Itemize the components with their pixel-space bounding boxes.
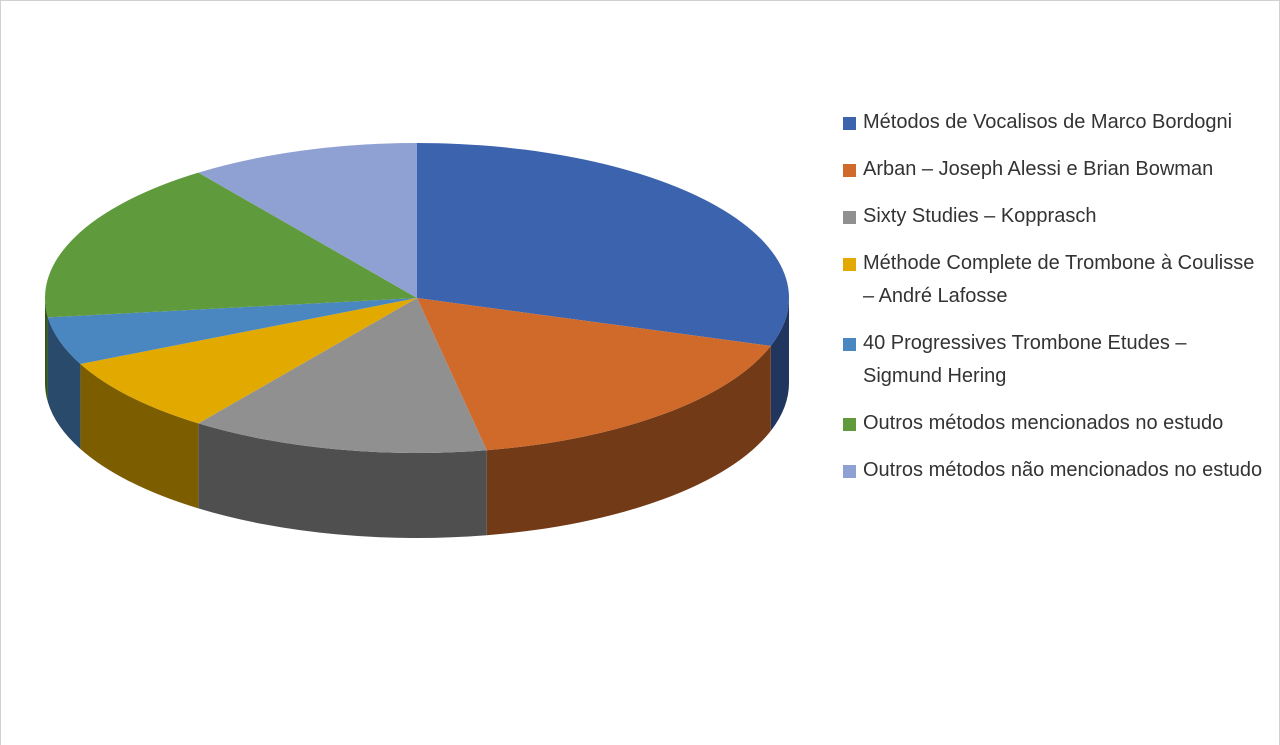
pie-slice — [417, 298, 771, 451]
legend-item: Métodos de Vocalisos de Marco Bordogni — [843, 106, 1263, 139]
legend-item: Outros métodos mencionados no estudo — [843, 407, 1263, 440]
legend-label: Outros métodos mencionados no estudo — [863, 412, 1224, 434]
legend-swatch — [843, 117, 856, 130]
pie-area — [44, 143, 789, 538]
legend: Métodos de Vocalisos de Marco Bordogni Ar… — [843, 106, 1263, 501]
legend-label: Sixty Studies – Kopprasch — [863, 205, 1097, 227]
legend-item: Méthode Complete de Trombone à Coulisse … — [843, 247, 1263, 313]
legend-swatch — [843, 338, 856, 351]
legend-item: Outros métodos não mencionados no estudo — [843, 454, 1263, 487]
pie-side — [198, 423, 487, 538]
pie-slice — [44, 172, 417, 318]
pie-slice — [417, 143, 789, 346]
pie-slice — [47, 298, 418, 364]
legend-swatch — [843, 258, 856, 271]
legend-item: Arban – Joseph Alessi e Brian Bowman — [843, 153, 1263, 186]
legend-label: 40 Progressives Trombone Etudes – Sigmun… — [863, 332, 1187, 387]
pie-side — [486, 345, 771, 536]
pie-slice — [80, 298, 418, 424]
pie-slice — [198, 143, 417, 298]
legend-swatch — [843, 211, 856, 224]
legend-label: Métodos de Vocalisos de Marco Bordogni — [863, 111, 1233, 133]
pie-side — [80, 363, 199, 509]
legend-swatch — [843, 465, 856, 478]
pie-slice — [198, 298, 487, 453]
legend-swatch — [843, 418, 856, 431]
legend-item: Sixty Studies – Kopprasch — [843, 200, 1263, 233]
legend-swatch — [843, 164, 856, 177]
pie-side — [45, 298, 48, 403]
legend-label: Outros métodos não mencionados no estudo — [863, 459, 1263, 481]
legend-label: Arban – Joseph Alessi e Brian Bowman — [863, 158, 1214, 180]
legend-item: 40 Progressives Trombone Etudes – Sigmun… — [843, 327, 1263, 393]
legend-label: Méthode Complete de Trombone à Coulisse … — [863, 252, 1255, 307]
pie-side — [770, 298, 789, 431]
pie-side — [47, 317, 81, 449]
